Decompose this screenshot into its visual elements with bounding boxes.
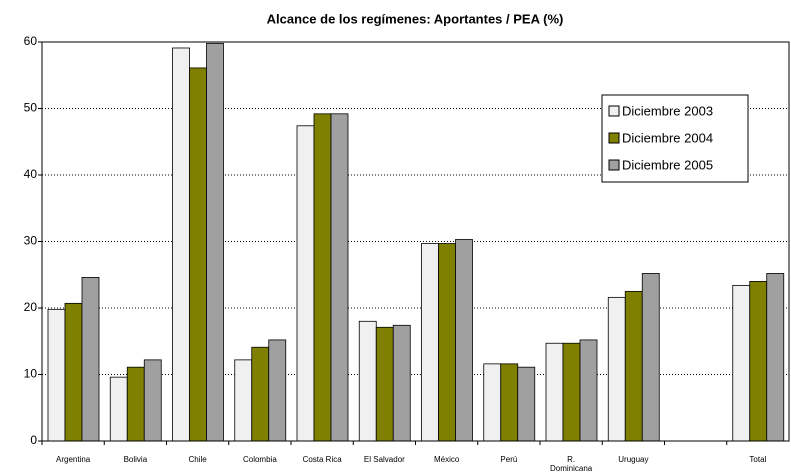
bar <box>483 363 502 442</box>
bar <box>421 243 439 442</box>
bar <box>562 342 581 442</box>
bar <box>81 277 100 442</box>
bar <box>296 125 315 442</box>
x-tick-label: Argentina <box>56 455 91 464</box>
bar <box>749 280 768 442</box>
bar <box>732 284 751 442</box>
bar <box>579 339 598 442</box>
bar <box>313 113 332 442</box>
x-tick-label: Uruguay <box>618 455 648 464</box>
bar <box>392 324 411 442</box>
x-tick-label: Perú <box>500 455 517 464</box>
x-tick-label: Total <box>749 455 766 464</box>
bar <box>624 290 643 442</box>
legend-swatch <box>608 105 620 117</box>
bar <box>126 366 145 442</box>
bar <box>206 42 224 442</box>
bar <box>607 296 626 442</box>
bar <box>330 113 349 442</box>
legend-swatch <box>608 159 620 171</box>
bar <box>545 342 564 442</box>
bar <box>189 67 207 442</box>
x-tick-label: R. Dominicana <box>550 455 593 472</box>
bar <box>455 239 473 442</box>
bar <box>47 308 66 442</box>
bar <box>641 273 660 442</box>
bar <box>268 339 287 442</box>
y-tick-label: 60 <box>24 34 38 48</box>
bar <box>172 47 190 442</box>
bar <box>234 359 253 442</box>
bar <box>438 243 456 442</box>
y-tick-label: 10 <box>24 367 38 381</box>
x-tick-label: El Salvador <box>364 455 405 464</box>
x-tick-label: Chile <box>189 455 208 464</box>
plot-border <box>41 41 790 442</box>
x-tick-label: Bolivia <box>124 455 148 464</box>
bar <box>500 363 519 442</box>
x-tick-label: México <box>434 455 460 464</box>
y-tick-label: 50 <box>24 101 38 115</box>
y-tick-label: 20 <box>24 300 38 314</box>
bar <box>109 376 128 442</box>
bar <box>143 359 162 442</box>
legend-label: Diciembre 2004 <box>622 130 713 145</box>
y-tick-label: 30 <box>24 234 38 248</box>
chart-title: Alcance de los regímenes: Aportantes / P… <box>267 11 564 26</box>
bar <box>251 346 270 442</box>
x-tick-label: Costa Rica <box>303 455 343 464</box>
legend-label: Diciembre 2003 <box>622 103 713 118</box>
legend-box <box>601 94 749 183</box>
y-tick-label: 40 <box>24 167 38 181</box>
y-tick-label: 0 <box>30 433 37 447</box>
bar <box>766 273 785 442</box>
bar <box>64 302 83 442</box>
bar <box>517 366 536 442</box>
x-tick-label: Colombia <box>243 455 277 464</box>
legend-swatch <box>608 132 620 144</box>
legend-label: Diciembre 2005 <box>622 157 713 172</box>
bar <box>358 320 377 442</box>
bar <box>375 326 394 442</box>
